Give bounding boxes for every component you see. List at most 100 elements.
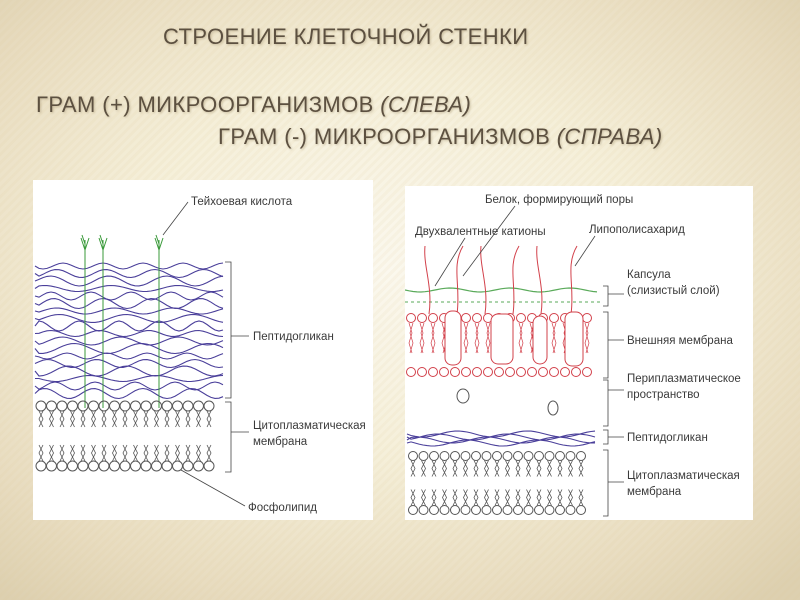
phospholipid-head [544, 451, 555, 461]
outer-membrane-head [516, 313, 526, 323]
phospholipid-tail [410, 460, 416, 477]
phospholipid-head [203, 400, 215, 412]
phospholipid-tail [38, 410, 44, 428]
phospholipid-tail [536, 489, 542, 506]
phospholipid-head [56, 400, 68, 412]
label-cytoplasmic-membrane-1: Цитоплазматическая [253, 420, 366, 432]
phospholipid-tail [175, 410, 180, 428]
label-cytoplasmic-membrane-2: мембрана [253, 436, 308, 448]
phospholipid-tail [122, 444, 128, 462]
teichoic-acid-tip [154, 234, 164, 251]
phospholipid-head [460, 505, 471, 515]
phospholipid-head [513, 505, 523, 515]
phospholipid-head [523, 451, 534, 461]
phospholipid-head [450, 505, 460, 515]
phospholipid-tail [473, 489, 479, 506]
phospholipid-tail [431, 460, 437, 477]
cytoplasmic-membrane-bilayer [408, 451, 586, 515]
phospholipid-head [46, 460, 57, 472]
outer-membrane-head [494, 367, 504, 377]
outer-membrane-head [571, 367, 581, 377]
phospholipid-tail [70, 410, 75, 428]
phospholipid-tail [38, 444, 44, 462]
gram-negative-diagram: Белок, формирующий поры Двухвалентные ка… [405, 186, 753, 520]
label-cytoplasmic-membrane-1: Цитоплазматическая [627, 470, 740, 482]
phospholipid-tail [164, 444, 170, 462]
label-periplasm-2: пространство [627, 389, 700, 401]
phospholipid-head [203, 460, 215, 472]
phospholipid-tail [547, 460, 552, 477]
phospholipid-tail [112, 444, 117, 462]
phospholipid-head [109, 460, 120, 472]
outer-membrane-head [461, 367, 471, 377]
phospholipid-head [130, 460, 141, 472]
label-phospholipid: Фосфолипид [248, 502, 317, 514]
lipopolysaccharide-strand [424, 245, 431, 315]
phospholipid-head [408, 451, 418, 461]
phospholipid-tail [526, 489, 531, 506]
phospholipid-head [77, 460, 89, 472]
phospholipid-tail [70, 444, 75, 462]
outer-membrane-head [538, 367, 548, 377]
label-peptidoglycan: Пептидогликан [627, 432, 708, 444]
phospholipid-tail [421, 489, 426, 506]
phospholipid-tail [505, 489, 510, 506]
label-pore-protein: Белок, формирующий поры [485, 194, 633, 206]
phospholipid-tail [49, 410, 54, 428]
phospholipid-tail [442, 460, 447, 477]
peptidoglycan-strand [34, 297, 224, 310]
phospholipid-head [429, 451, 439, 461]
leader-line [434, 237, 466, 287]
phospholipid-tail [526, 460, 531, 477]
slide-title: СТРОЕНИЕ КЛЕТОЧНОЙ СТЕНКИ [163, 24, 529, 49]
phospholipid-head [119, 460, 131, 472]
outer-membrane-head [560, 367, 570, 377]
outer-membrane-head [483, 367, 493, 377]
phospholipid-tail [80, 444, 86, 462]
outer-membrane-head [461, 313, 471, 323]
phospholipid-tail [494, 489, 500, 506]
outer-membrane-head [417, 313, 427, 323]
phospholipid-tail [568, 489, 573, 506]
phospholipid-head [418, 451, 429, 461]
peptidoglycan-strand [34, 284, 224, 293]
phospholipid-head [67, 460, 78, 472]
outer-membrane-tail [430, 322, 436, 354]
phospholipid-tail [185, 410, 191, 428]
phospholipid-tail [452, 460, 458, 477]
peptidoglycan-strand [35, 374, 224, 383]
phospholipid-head [182, 460, 194, 472]
phospholipid-head [35, 400, 47, 412]
peptidoglycan-strand [406, 436, 596, 444]
label-outer-membrane: Внешняя мембрана [627, 335, 733, 347]
phospholipid-tail [196, 444, 201, 462]
phospholipid-head [502, 505, 513, 515]
outer-membrane-head [527, 367, 537, 377]
subtitle-gram-negative: ГРАМ (-) МИКРООРГАНИЗМОВ (СПРАВА) [218, 124, 663, 149]
porin-protein [490, 313, 514, 365]
leader-line [574, 235, 596, 267]
phospholipid-head [544, 505, 555, 515]
phospholipid-tail [484, 489, 489, 506]
outer-membrane-head [516, 367, 526, 377]
phospholipid-head [471, 505, 481, 515]
outer-membrane-tail [551, 322, 557, 354]
phospholipid-tail [568, 460, 573, 477]
peptidoglycan-strand [34, 313, 224, 324]
teichoic-acid-tip [80, 234, 90, 251]
phospholipid-head [88, 460, 99, 472]
phospholipid-head [35, 460, 47, 472]
phospholipid-head [439, 451, 450, 461]
phospholipid-tail [473, 460, 479, 477]
phospholipid-head [513, 451, 523, 461]
outer-membrane-head [439, 367, 449, 377]
phospholipid-head [109, 400, 120, 412]
phospholipid-tail [410, 489, 416, 506]
label-capsule-1: Капсула [627, 269, 671, 281]
phospholipid-head [481, 505, 492, 515]
phospholipid-tail [431, 489, 437, 506]
outer-membrane-tail [463, 322, 469, 354]
phospholipid-tail [547, 489, 552, 506]
capsule-layer [405, 287, 600, 303]
phospholipid-head [576, 505, 586, 515]
